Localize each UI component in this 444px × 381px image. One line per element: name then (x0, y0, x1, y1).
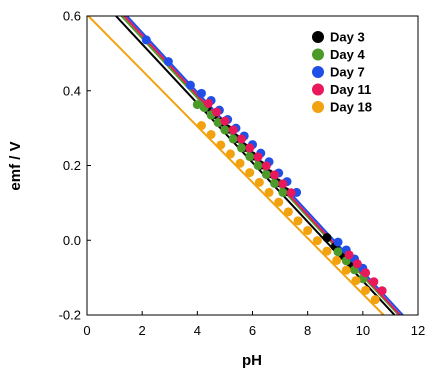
point-day-18 (196, 121, 206, 131)
point-day-11 (236, 134, 246, 144)
point-day-7 (185, 80, 195, 90)
point-day-4 (333, 247, 343, 257)
point-day-18 (274, 197, 284, 207)
x-tick-label: 4 (194, 323, 201, 338)
point-day-11 (369, 277, 379, 287)
y-axis-title: emf / V (7, 141, 24, 190)
x-axis-ticks: 0 2 4 6 8 10 12 (83, 311, 425, 338)
y-tick-label: 0.6 (63, 9, 81, 24)
x-axis-title: pH (242, 352, 262, 369)
y-tick-label: 0.4 (63, 83, 81, 98)
point-day-4 (228, 134, 238, 144)
point-day-11 (377, 286, 387, 296)
point-day-11 (344, 250, 354, 260)
legend-marker-day-11 (312, 83, 324, 96)
point-day-11 (278, 179, 288, 189)
legend-label-day-11: Day 11 (330, 82, 371, 97)
legend: Day 3 Day 4 Day 7 Day 11 Day 18 (312, 30, 372, 115)
point-day-4 (278, 187, 288, 197)
x-tick-label: 0 (83, 323, 90, 338)
legend-label-day-3: Day 3 (330, 30, 365, 45)
legend-marker-day-7 (312, 66, 324, 78)
point-day-11 (361, 268, 371, 278)
point-day-4 (270, 178, 280, 188)
point-day-11 (261, 161, 271, 171)
legend-marker-day-3 (312, 31, 324, 43)
point-day-18 (254, 177, 264, 187)
point-day-4 (213, 118, 223, 128)
y-tick-label: 0.0 (63, 233, 81, 248)
point-day-18 (322, 246, 332, 256)
x-tick-label: 12 (411, 323, 425, 338)
point-day-18 (235, 158, 245, 168)
point-day-18 (312, 236, 322, 246)
data-points (141, 35, 387, 305)
point-day-11 (228, 125, 238, 135)
legend-marker-day-18 (312, 101, 324, 113)
point-day-18 (370, 295, 380, 305)
point-day-18 (361, 285, 371, 295)
legend-label-day-18: Day 18 (330, 100, 372, 115)
legend-marker-day-4 (312, 48, 324, 61)
point-day-4 (220, 125, 230, 135)
y-axis-ticks: -0.2 0.0 0.2 0.4 0.6 (59, 9, 91, 323)
x-tick-label: 2 (139, 323, 146, 338)
point-day-7 (141, 35, 151, 45)
point-day-18 (245, 168, 255, 178)
point-day-4 (245, 152, 255, 162)
point-day-18 (216, 140, 226, 150)
legend-label-day-4: Day 4 (330, 47, 365, 62)
point-day-18 (351, 276, 361, 286)
point-day-11 (352, 259, 362, 269)
point-day-4 (236, 143, 246, 153)
point-day-11 (253, 152, 263, 162)
point-day-4 (192, 100, 202, 110)
point-day-18 (283, 207, 293, 217)
point-day-11 (245, 143, 255, 153)
x-tick-label: 6 (249, 323, 256, 338)
point-day-11 (270, 170, 280, 180)
point-day-11 (212, 107, 222, 117)
point-day-18 (341, 265, 351, 275)
point-day-4 (253, 161, 263, 170)
point-day-18 (332, 255, 342, 265)
point-day-18 (264, 187, 274, 197)
y-tick-label: -0.2 (59, 308, 81, 323)
fit-line-day-18 (87, 16, 385, 315)
point-day-7 (333, 237, 343, 247)
point-day-18 (293, 216, 303, 226)
point-day-7 (196, 88, 206, 98)
point-day-11 (286, 188, 296, 198)
x-tick-label: 10 (356, 323, 370, 338)
legend-label-day-7: Day 7 (330, 65, 365, 80)
point-day-4 (261, 169, 271, 179)
point-day-18 (225, 149, 235, 159)
point-day-11 (203, 98, 213, 108)
point-day-3 (322, 233, 332, 243)
point-day-18 (303, 226, 313, 236)
y-tick-label: 0.2 (63, 158, 81, 173)
x-tick-label: 8 (304, 323, 311, 338)
point-day-18 (206, 129, 216, 139)
point-day-7 (163, 57, 173, 67)
point-day-11 (220, 116, 230, 126)
